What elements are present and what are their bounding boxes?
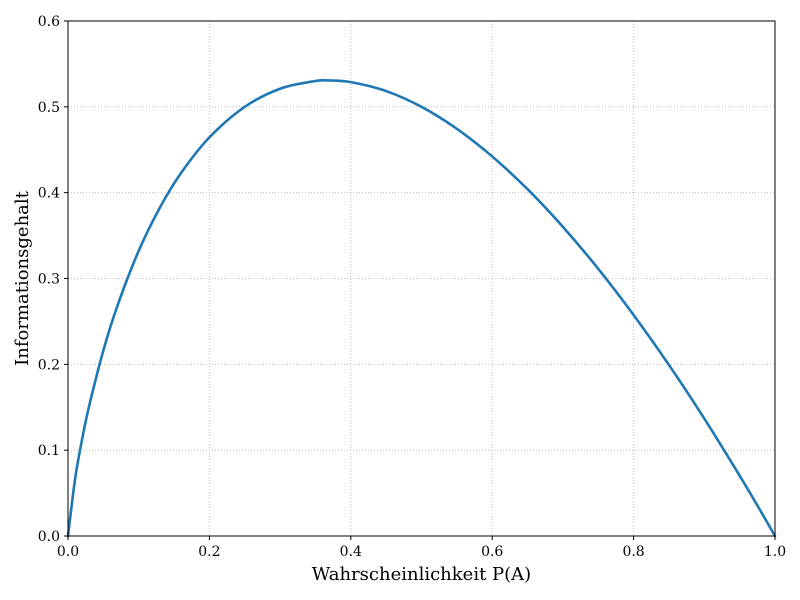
ticks: 0.0 0.2 0.4 0.6 0.8 1.0 0.0 0.1 0.2 0.3 0.4 0.5 0.6 xyxy=(38,14,786,560)
y-tick-label: 0.3 xyxy=(38,272,60,288)
y-tick-label: 0.4 xyxy=(38,186,60,202)
series-layer xyxy=(66,78,777,538)
x-tick-label: 0.0 xyxy=(57,544,79,560)
y-tick-label: 0.2 xyxy=(38,357,60,373)
x-tick-label: 0.2 xyxy=(198,544,220,560)
x-tick-label: 0.6 xyxy=(481,544,503,560)
y-tick-label: 0.1 xyxy=(38,443,60,459)
y-tick-label: 0.6 xyxy=(38,14,60,30)
x-tick-label: 0.8 xyxy=(622,544,644,560)
y-tick-label: 0.5 xyxy=(38,100,60,116)
x-axis-title: Wahrscheinlichkeit P(A) xyxy=(312,564,531,585)
y-axis-title: Informationsgehalt xyxy=(12,190,33,366)
series-line xyxy=(66,78,777,538)
x-tick-label: 1.0 xyxy=(764,544,786,560)
x-tick-label: 0.4 xyxy=(340,544,362,560)
y-tick-label: 0.0 xyxy=(38,529,60,545)
grid xyxy=(67,20,776,537)
